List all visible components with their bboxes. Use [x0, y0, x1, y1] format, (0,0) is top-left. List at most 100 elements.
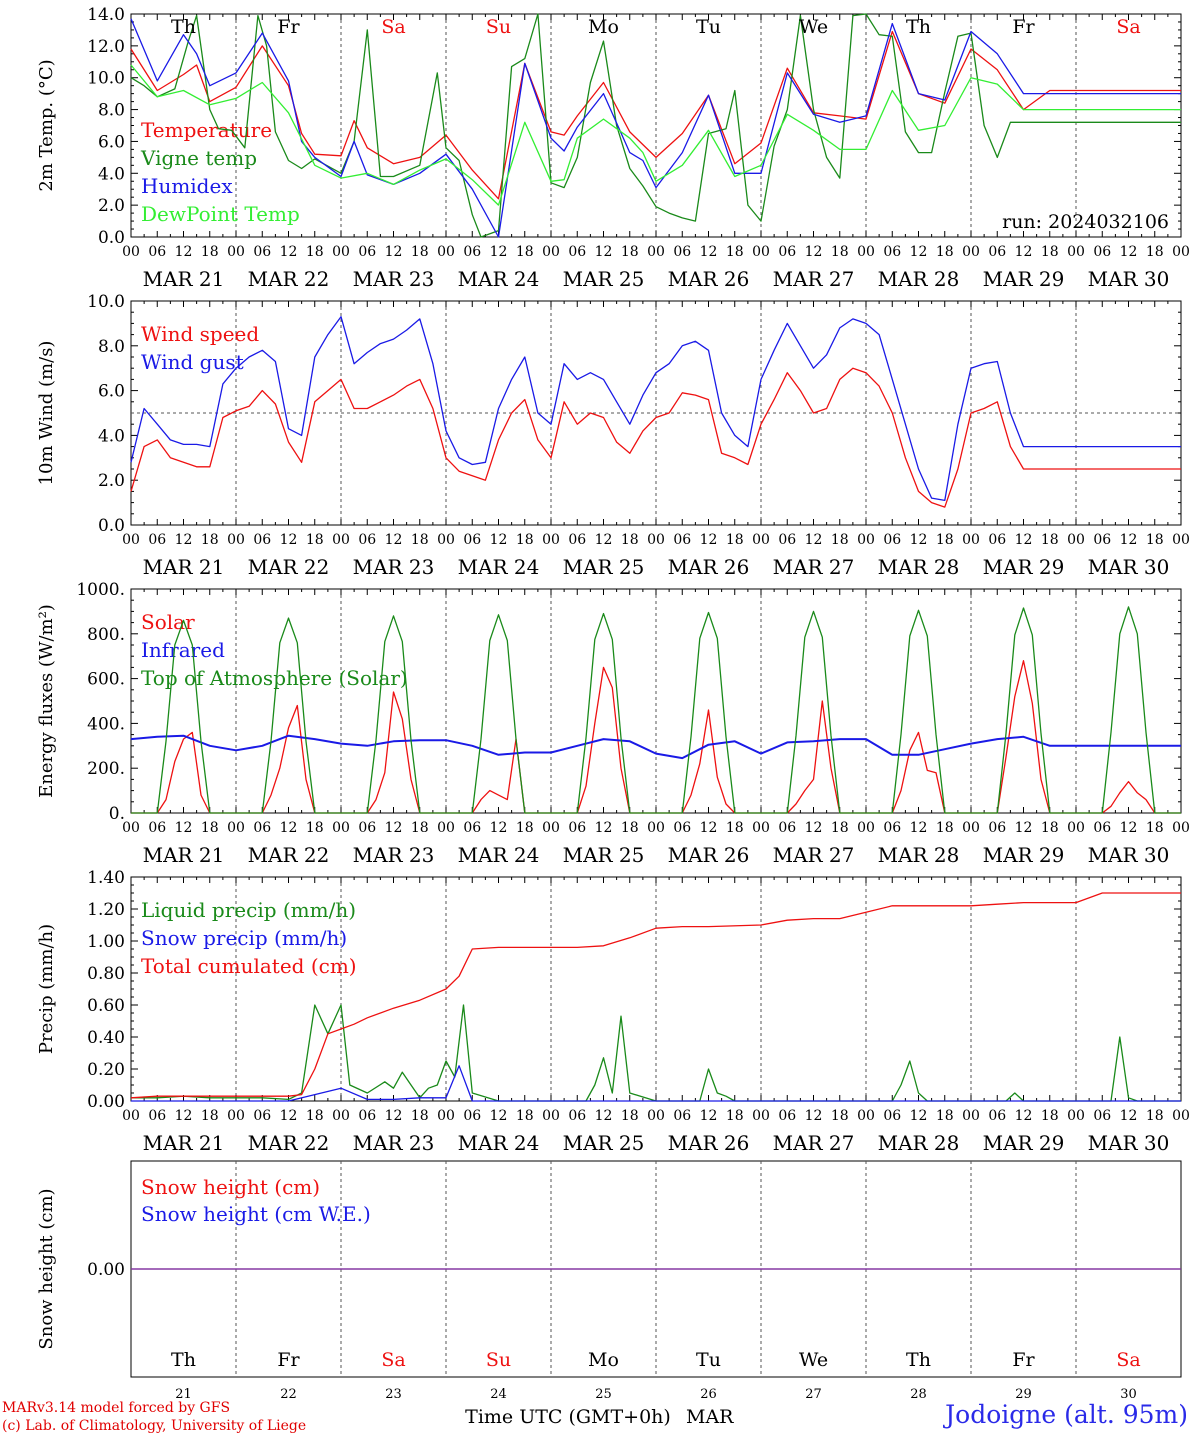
temperature-hour-label: 12: [385, 244, 403, 260]
top-weekday-label: Mo: [588, 16, 619, 38]
temperature-date-label: MAR 29: [983, 267, 1065, 291]
wind-hour-label: 12: [700, 532, 718, 548]
precip-hour-label: 06: [1093, 1108, 1111, 1124]
precip-hour-label: 06: [883, 1108, 901, 1124]
wind-hour-label: 06: [883, 532, 901, 548]
precip-hour-label: 00: [227, 1108, 245, 1124]
energy-hour-label: 00: [542, 820, 560, 836]
energy-hour-label: 18: [936, 820, 954, 836]
temperature-date-label: MAR 26: [668, 267, 750, 291]
energy-hour-label: 00: [857, 820, 875, 836]
precip-hour-label: 12: [595, 1108, 613, 1124]
precip-hour-label: 12: [1015, 1108, 1033, 1124]
temperature-hour-label: 12: [910, 244, 928, 260]
precip-date-label: MAR 26: [668, 1131, 750, 1155]
temperature-hour-label: 12: [490, 244, 508, 260]
day-number-label: 28: [910, 1387, 927, 1402]
precip-hour-label: 18: [831, 1108, 849, 1124]
energy-hour-label: 00: [437, 820, 455, 836]
temperature-hour-label: 06: [568, 244, 586, 260]
energy-hour-label: 00: [332, 820, 350, 836]
energy-hour-label: 00: [752, 820, 770, 836]
wind-date-label: MAR 28: [878, 555, 960, 579]
temperature-date-label: MAR 24: [458, 267, 540, 291]
snow-y-axis-label: Snow height (cm): [36, 1188, 57, 1349]
precip-hour-label: 12: [385, 1108, 403, 1124]
temperature-date-label: MAR 28: [878, 267, 960, 291]
wind-hour-label: 00: [542, 532, 560, 548]
temperature-hour-label: 06: [1093, 244, 1111, 260]
wind-series-line-0: [130, 367, 1181, 508]
precip-hour-label: 06: [568, 1108, 586, 1124]
day-number-label: 30: [1120, 1387, 1137, 1402]
wind-date-label: MAR 21: [143, 555, 225, 579]
wind-hour-label: 06: [358, 532, 376, 548]
precip-hour-label: 06: [463, 1108, 481, 1124]
energy-hour-label: 06: [358, 820, 376, 836]
energy-hour-label: 00: [647, 820, 665, 836]
temperature-hour-label: 18: [1146, 244, 1164, 260]
wind-date-label: MAR 24: [458, 555, 540, 579]
wind-hour-label: 06: [148, 532, 166, 548]
wind-legend-entry: Wind gust: [141, 350, 244, 374]
wind-hour-label: 12: [805, 532, 823, 548]
snow-weekday-label: Tu: [696, 1349, 721, 1371]
temperature-y-tick-label: 12.0: [87, 37, 125, 57]
energy-hour-label: 06: [883, 820, 901, 836]
wind-hour-label: 00: [647, 532, 665, 548]
wind-y-tick-label: 6.0: [98, 382, 125, 402]
precip-hour-label: 06: [358, 1108, 376, 1124]
precip-hour-label: 18: [1041, 1108, 1059, 1124]
precip-hour-label: 00: [437, 1108, 455, 1124]
temperature-hour-label: 18: [621, 244, 639, 260]
wind-hour-label: 18: [516, 532, 534, 548]
temperature-hour-label: 06: [463, 244, 481, 260]
energy-legend-entry: Infrared: [141, 638, 225, 662]
energy-hour-label: 12: [595, 820, 613, 836]
temperature-hour-label: 18: [201, 244, 219, 260]
wind-date-label: MAR 22: [248, 555, 330, 579]
precip-hour-label: 00: [752, 1108, 770, 1124]
wind-hour-label: 06: [463, 532, 481, 548]
energy-hour-label: 06: [1093, 820, 1111, 836]
energy-hour-label: 18: [831, 820, 849, 836]
temperature-hour-label: 12: [805, 244, 823, 260]
wind-hour-label: 12: [280, 532, 298, 548]
precip-date-label: MAR 21: [143, 1131, 225, 1155]
precip-y-tick-label: 0.00: [87, 1092, 125, 1112]
x-axis-title: Time UTC (GMT+0h): [465, 1406, 671, 1428]
precip-y-tick-label: 1.20: [87, 900, 125, 920]
energy-y-tick-label: 200.: [87, 759, 125, 779]
precip-hour-label: 18: [306, 1108, 324, 1124]
energy-hour-label: 06: [463, 820, 481, 836]
day-number-label: 24: [490, 1387, 507, 1402]
precip-hour-label: 12: [490, 1108, 508, 1124]
precip-hour-label: 18: [936, 1108, 954, 1124]
wind-y-tick-label: 4.0: [98, 426, 125, 446]
wind-hour-label: 12: [1120, 532, 1138, 548]
energy-date-label: MAR 24: [458, 843, 540, 867]
top-weekday-label: Sa: [381, 16, 405, 38]
precip-hour-label: 00: [1067, 1108, 1085, 1124]
energy-series-line-2: [131, 606, 1181, 814]
temperature-date-label: MAR 22: [248, 267, 330, 291]
wind-hour-label: 18: [201, 532, 219, 548]
wind-hour-label: 00: [1067, 532, 1085, 548]
precip-date-label: MAR 25: [563, 1131, 645, 1155]
energy-hour-label: 06: [673, 820, 691, 836]
energy-hour-label: 00: [122, 820, 140, 836]
energy-date-label: MAR 21: [143, 843, 225, 867]
energy-hour-label: 18: [411, 820, 429, 836]
temperature-hour-label: 00: [647, 244, 665, 260]
temperature-hour-label: 12: [700, 244, 718, 260]
energy-hour-label: 18: [1041, 820, 1059, 836]
top-weekday-label: Tu: [696, 16, 721, 38]
run-annotation: run: 2024032106: [1002, 211, 1169, 233]
station-name: Jodoigne (alt. 95m): [945, 1400, 1188, 1429]
top-weekday-label: We: [799, 16, 828, 38]
precip-y-tick-label: 0.80: [87, 964, 125, 984]
temperature-y-tick-label: 8.0: [98, 101, 125, 121]
precip-hour-label: 00: [122, 1108, 140, 1124]
energy-date-label: MAR 22: [248, 843, 330, 867]
precip-y-tick-label: 0.20: [87, 1060, 125, 1080]
